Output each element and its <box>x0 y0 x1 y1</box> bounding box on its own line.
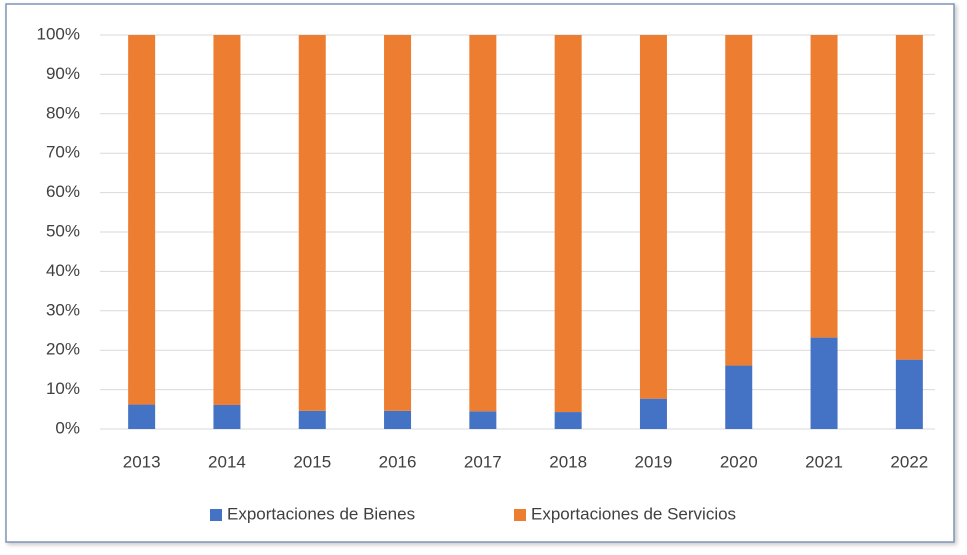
bar-segment <box>554 35 582 413</box>
x-tick-label: 2014 <box>208 452 246 471</box>
y-tick-label: 60% <box>46 182 80 201</box>
bar-segment <box>725 35 753 366</box>
bar-segment <box>213 404 241 429</box>
bar-segment <box>639 398 667 429</box>
legend-swatch <box>210 509 222 521</box>
bar-segment <box>810 337 838 429</box>
bar-segment <box>298 35 326 411</box>
bar-segment <box>128 35 156 405</box>
bar-segment <box>384 35 412 411</box>
x-tick-label: 2017 <box>464 452 502 471</box>
bar-segment <box>725 365 753 429</box>
x-tick-label: 2015 <box>293 452 331 471</box>
y-tick-label: 30% <box>46 300 80 319</box>
legend-swatch <box>514 509 526 521</box>
bar-segment <box>895 35 923 360</box>
y-tick-label: 100% <box>37 24 80 43</box>
x-tick-label: 2018 <box>549 452 587 471</box>
bar-segment <box>469 411 497 429</box>
x-tick-label: 2022 <box>890 452 928 471</box>
bar-segment <box>469 35 497 412</box>
y-tick-label: 50% <box>46 221 80 240</box>
bar-segment <box>384 410 412 429</box>
bar-segment <box>895 359 923 429</box>
legend-label: Exportaciones de Servicios <box>531 504 736 523</box>
y-tick-label: 90% <box>46 64 80 83</box>
bar-segment <box>213 35 241 405</box>
y-tick-label: 80% <box>46 103 80 122</box>
y-tick-label: 70% <box>46 143 80 162</box>
x-tick-label: 2016 <box>379 452 417 471</box>
x-tick-label: 2021 <box>805 452 843 471</box>
bar-segment <box>554 412 582 429</box>
bar-segment <box>639 35 667 399</box>
x-tick-label: 2020 <box>720 452 758 471</box>
y-tick-label: 0% <box>55 418 80 437</box>
y-tick-label: 40% <box>46 261 80 280</box>
legend-label: Exportaciones de Bienes <box>227 504 415 523</box>
y-tick-label: 20% <box>46 340 80 359</box>
x-tick-label: 2013 <box>123 452 161 471</box>
y-tick-label: 10% <box>46 379 80 398</box>
bar-segment <box>298 410 326 429</box>
x-tick-label: 2019 <box>635 452 673 471</box>
bar-segment <box>810 35 838 338</box>
bar-segment <box>128 404 156 429</box>
